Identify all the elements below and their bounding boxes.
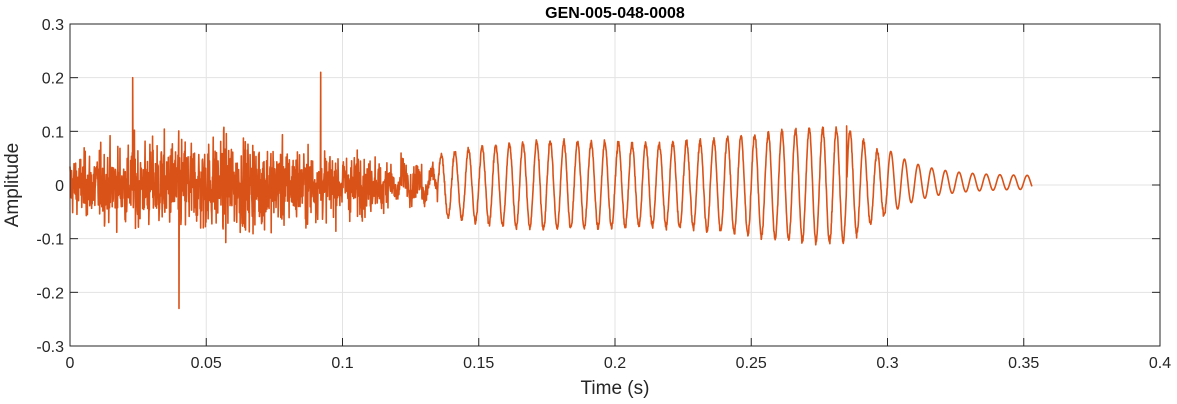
x-tick-label: 0.25 [736,355,767,372]
x-tick-label: 0 [66,355,75,372]
x-tick-label: 0.15 [463,355,494,372]
y-tick-labels: -0.3 -0.2 -0.1 0 0.1 0.2 0.3 [36,17,64,356]
y-axis-label: Amplitude [2,143,23,228]
x-tick-label: 0.1 [331,355,353,372]
y-tick-label: 0 [55,178,64,195]
chart-title: GEN-005-048-0008 [545,5,685,22]
x-tick-label: 0.05 [191,355,222,372]
plot-area-box [69,23,1161,347]
x-tick-label: 0.3 [876,355,898,372]
y-tick-label: 0.1 [42,124,64,141]
y-tick-label: -0.3 [36,339,64,356]
y-tick-label: -0.1 [36,232,64,249]
y-tick-label: 0.3 [42,17,64,34]
signal-line [69,71,1033,310]
y-tick-label: 0.2 [42,71,64,88]
x-tick-label: 0.2 [604,355,626,372]
x-tick-label: 0.35 [1008,355,1039,372]
x-tick-labels: 0 0.05 0.1 0.15 0.2 0.25 0.3 0.35 0.4 [66,355,1172,372]
x-axis-label: Time (s) [581,378,650,399]
x-tick-label: 0.4 [1149,355,1171,372]
y-tick-label: -0.2 [36,285,64,302]
